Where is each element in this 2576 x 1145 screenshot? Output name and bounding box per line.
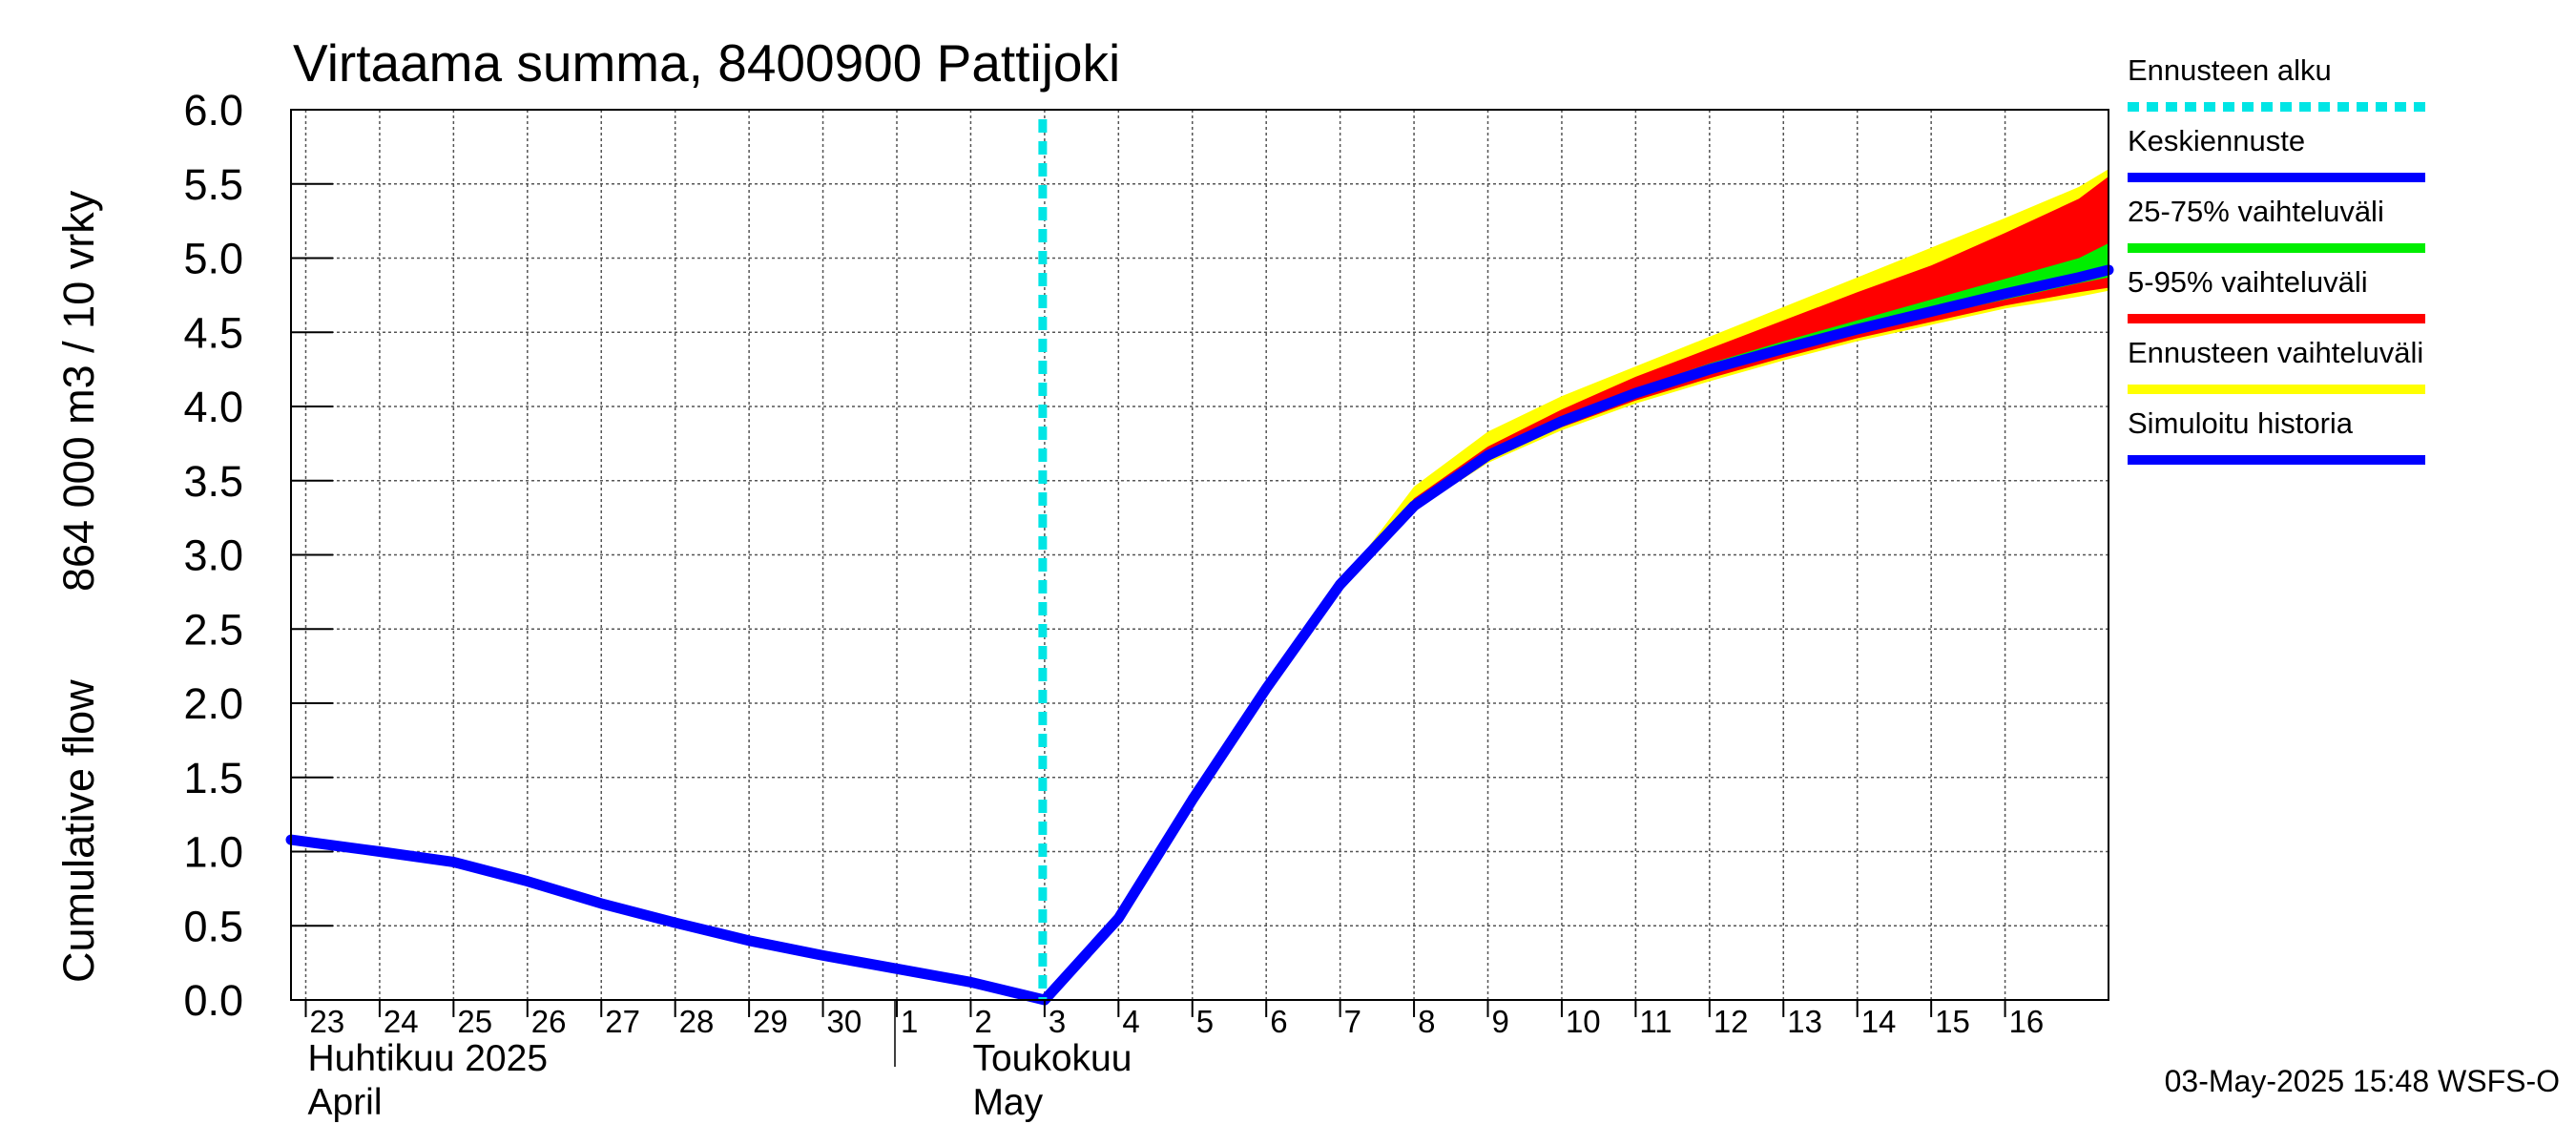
- x-tick-label: 3: [1049, 1004, 1066, 1039]
- x-tick-label: 12: [1714, 1004, 1749, 1039]
- x-tick-label: 2: [974, 1004, 991, 1039]
- x-tick-label: 28: [679, 1004, 715, 1039]
- x-tick-label: 13: [1787, 1004, 1822, 1039]
- x-tick-label: 4: [1122, 1004, 1139, 1039]
- legend-label: 25-75% vaihteluväli: [2128, 195, 2384, 228]
- y-tick-label: 1.5: [183, 754, 243, 802]
- x-tick-label: 8: [1418, 1004, 1435, 1039]
- x-tick-label: 16: [2009, 1004, 2045, 1039]
- x-tick-label: 27: [605, 1004, 640, 1039]
- y-tick-label: 3.5: [183, 457, 243, 506]
- y-tick-label: 4.0: [183, 383, 243, 431]
- y-tick-label: 5.5: [183, 160, 243, 209]
- x-tick-label: 9: [1492, 1004, 1509, 1039]
- month-label-english: May: [972, 1082, 1043, 1123]
- y-tick-label: 2.0: [183, 679, 243, 728]
- footer-timestamp: 03-May-2025 15:48 WSFS-O: [2165, 1064, 2560, 1098]
- y-tick-label: 6.0: [183, 86, 243, 135]
- p5-95-band: [1340, 177, 2109, 585]
- forecast-bands: [1340, 169, 2109, 585]
- history-line: [285, 500, 1420, 1006]
- x-tick-label: 10: [1566, 1004, 1601, 1039]
- month-label: Huhtikuu 2025: [307, 1038, 548, 1079]
- legend-label: 5-95% vaihteluväli: [2128, 265, 2368, 299]
- x-tick-label: 14: [1861, 1004, 1897, 1039]
- y-tick-label: 2.5: [183, 605, 243, 654]
- x-tick-label: 5: [1196, 1004, 1214, 1039]
- y-tick-label: 0.0: [183, 976, 243, 1025]
- y-tick-label: 4.5: [183, 308, 243, 357]
- x-tick-label: 6: [1270, 1004, 1287, 1039]
- x-tick-label: 11: [1639, 1004, 1672, 1039]
- x-tick-label: 26: [531, 1004, 567, 1039]
- x-tick-label: 23: [309, 1004, 344, 1039]
- y-tick-label: 0.5: [183, 902, 243, 950]
- series-lines: [285, 119, 2114, 1006]
- x-tick-label: 24: [384, 1004, 419, 1039]
- x-tick-label: 15: [1935, 1004, 1970, 1039]
- legend-label: Ennusteen alku: [2128, 53, 2332, 87]
- x-tick-label: 29: [753, 1004, 788, 1039]
- month-label: Toukokuu: [972, 1038, 1132, 1079]
- y-tick-label: 5.0: [183, 235, 243, 283]
- legend: Ennusteen alku Keskiennuste 25-75% vaihtel…: [2128, 53, 2425, 465]
- x-tick-label: 30: [827, 1004, 862, 1039]
- chart-title: Virtaama summa, 8400900 Pattijoki: [293, 33, 1120, 93]
- y-tick-label: 1.0: [183, 828, 243, 877]
- month-label-english: April: [307, 1082, 382, 1123]
- legend-label: Ennusteen vaihteluväli: [2128, 336, 2423, 369]
- legend-label: Simuloitu historia: [2128, 406, 2354, 440]
- y-axis-ticks: 0.0 0.5 1.0 1.5 2.0 2.5 3.0 3.5 4.0 4.5 5.0 5.5 6.0: [183, 86, 333, 1025]
- mean-forecast-line: [1335, 264, 2114, 591]
- p25-75-band: [1340, 243, 2109, 585]
- y-axis-label-line1: Cumulative flow: [54, 679, 103, 983]
- x-tick-label: 1: [901, 1004, 918, 1039]
- x-axis-ticks: 23 24 25 26 27 28 29 30 1 2 3 4 5 6 7 8 9 10 11 12 13 14 15 16: [304, 1000, 2045, 1039]
- y-tick-label: 3.0: [183, 531, 243, 580]
- x-tick-label: 25: [457, 1004, 492, 1039]
- x-tick-label: 7: [1344, 1004, 1361, 1039]
- y-axis-label-line2: 864 000 m3 / 10 vrky: [54, 190, 103, 592]
- legend-label: Keskiennuste: [2128, 124, 2305, 157]
